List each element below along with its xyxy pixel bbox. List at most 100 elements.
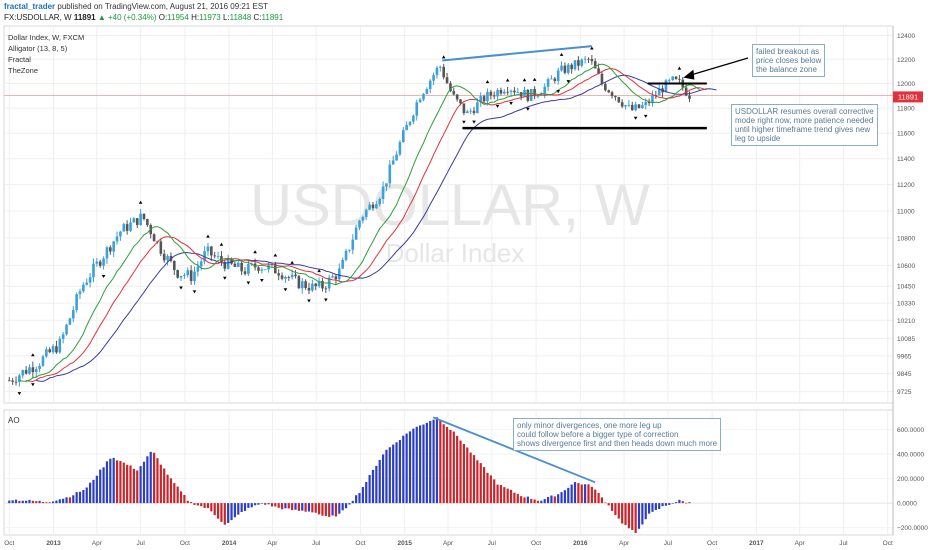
ao-bar — [321, 503, 324, 516]
time-tick-label: Jul — [488, 540, 497, 547]
ao-bar — [169, 478, 173, 504]
candle-up — [583, 58, 587, 60]
ao-bar — [92, 479, 95, 504]
candle-up — [196, 266, 200, 272]
fractal-up — [532, 77, 537, 81]
ao-bar — [577, 483, 580, 504]
ao-bar — [280, 503, 284, 510]
candle-up — [166, 255, 169, 261]
legend-fractal[interactable]: Fractal — [8, 55, 31, 64]
time-tick-label: 2014 — [222, 540, 237, 547]
ao-bar — [365, 481, 368, 504]
ao-bar — [590, 486, 593, 504]
candle-up — [112, 241, 115, 252]
candle-down — [233, 263, 237, 267]
ao-bar — [348, 503, 351, 505]
fractal-down — [101, 274, 106, 278]
ao-bar — [119, 461, 122, 504]
candle-down — [135, 218, 139, 225]
alligator-teeth — [26, 68, 707, 382]
candle-down — [31, 367, 35, 373]
fractal-up — [290, 260, 294, 264]
legend-series[interactable]: Dollar Index, W, FXCM — [8, 33, 85, 42]
candle-up — [65, 324, 68, 335]
ao-bar — [186, 500, 189, 504]
candle-down — [55, 346, 58, 353]
ao-bar — [358, 493, 361, 504]
fractal-down — [283, 288, 288, 292]
candle-up — [624, 105, 627, 107]
ao-bar — [520, 496, 523, 504]
fractal-down — [633, 116, 638, 120]
ao-bar — [142, 461, 146, 504]
ao-bar — [371, 469, 375, 504]
ao-bar — [223, 503, 226, 525]
candle-down — [297, 276, 301, 289]
ao-bar — [317, 503, 321, 515]
fractal-down — [566, 80, 571, 84]
ao-bar — [644, 503, 647, 520]
candle-down — [274, 264, 277, 274]
candle-down — [499, 89, 503, 94]
ao-bar — [311, 503, 314, 513]
candle-down — [678, 79, 681, 80]
time-tick-label: Oct — [4, 540, 14, 547]
ao-bar — [254, 503, 257, 506]
time-tick-label: 2017 — [749, 540, 764, 547]
ao-bar — [210, 503, 213, 512]
fractal-up — [206, 234, 210, 238]
legend-thezone[interactable]: TheZone — [8, 66, 39, 75]
candle-down — [314, 283, 318, 287]
high-value: 11973 — [199, 13, 221, 22]
note-line: until higher timeframe trend gives new — [735, 125, 871, 134]
ao-bar — [166, 474, 169, 504]
price-tick-label: 12200 — [897, 57, 915, 64]
candle-up — [408, 121, 412, 125]
candle-up — [21, 370, 25, 376]
fractal-down — [17, 392, 22, 396]
price-tick-label: 11400 — [897, 156, 915, 163]
candle-up — [664, 80, 668, 93]
ao-label: AO — [8, 416, 20, 425]
ao-bar — [456, 435, 459, 504]
ao-bar — [122, 462, 125, 504]
ao-bar — [126, 464, 129, 504]
ao-bar — [449, 429, 452, 504]
candle-up — [78, 291, 82, 295]
ao-bar — [375, 465, 378, 504]
fractal-up — [219, 242, 224, 246]
ao-bar — [216, 503, 220, 519]
candle-down — [7, 380, 11, 382]
candle-up — [247, 264, 250, 274]
ao-bar — [243, 503, 247, 511]
ao-bar — [419, 425, 422, 504]
candle-up — [469, 110, 472, 112]
ao-bar — [179, 491, 183, 504]
ao-bar — [604, 502, 607, 504]
candle-down — [597, 68, 600, 74]
candle-down — [533, 89, 536, 97]
fractal-down — [260, 279, 264, 283]
ao-bar — [584, 484, 587, 504]
ao-bar — [341, 503, 344, 511]
candle-down — [506, 91, 509, 93]
candle-down — [152, 234, 156, 242]
author-link[interactable]: fractal_trader — [4, 2, 56, 11]
legend-alligator[interactable]: Alligator (13, 8, 5) — [8, 44, 68, 53]
ao-bar — [95, 475, 98, 504]
ao-bar — [233, 503, 237, 518]
candle-up — [129, 222, 132, 231]
ao-bar — [685, 502, 688, 504]
note-line: could follow before a bigger type of cor… — [517, 430, 679, 439]
low-label: L: — [222, 13, 230, 22]
ao-tick-label: 400.0000 — [897, 452, 924, 459]
ao-bar — [496, 484, 499, 504]
candle-up — [486, 91, 489, 102]
ao-bar — [509, 489, 513, 504]
ao-bar — [270, 503, 274, 507]
candle-down — [630, 104, 634, 111]
grid — [3, 25, 894, 536]
ao-bar — [442, 424, 445, 504]
ao-bar — [190, 502, 193, 504]
ao-bar — [479, 463, 482, 504]
